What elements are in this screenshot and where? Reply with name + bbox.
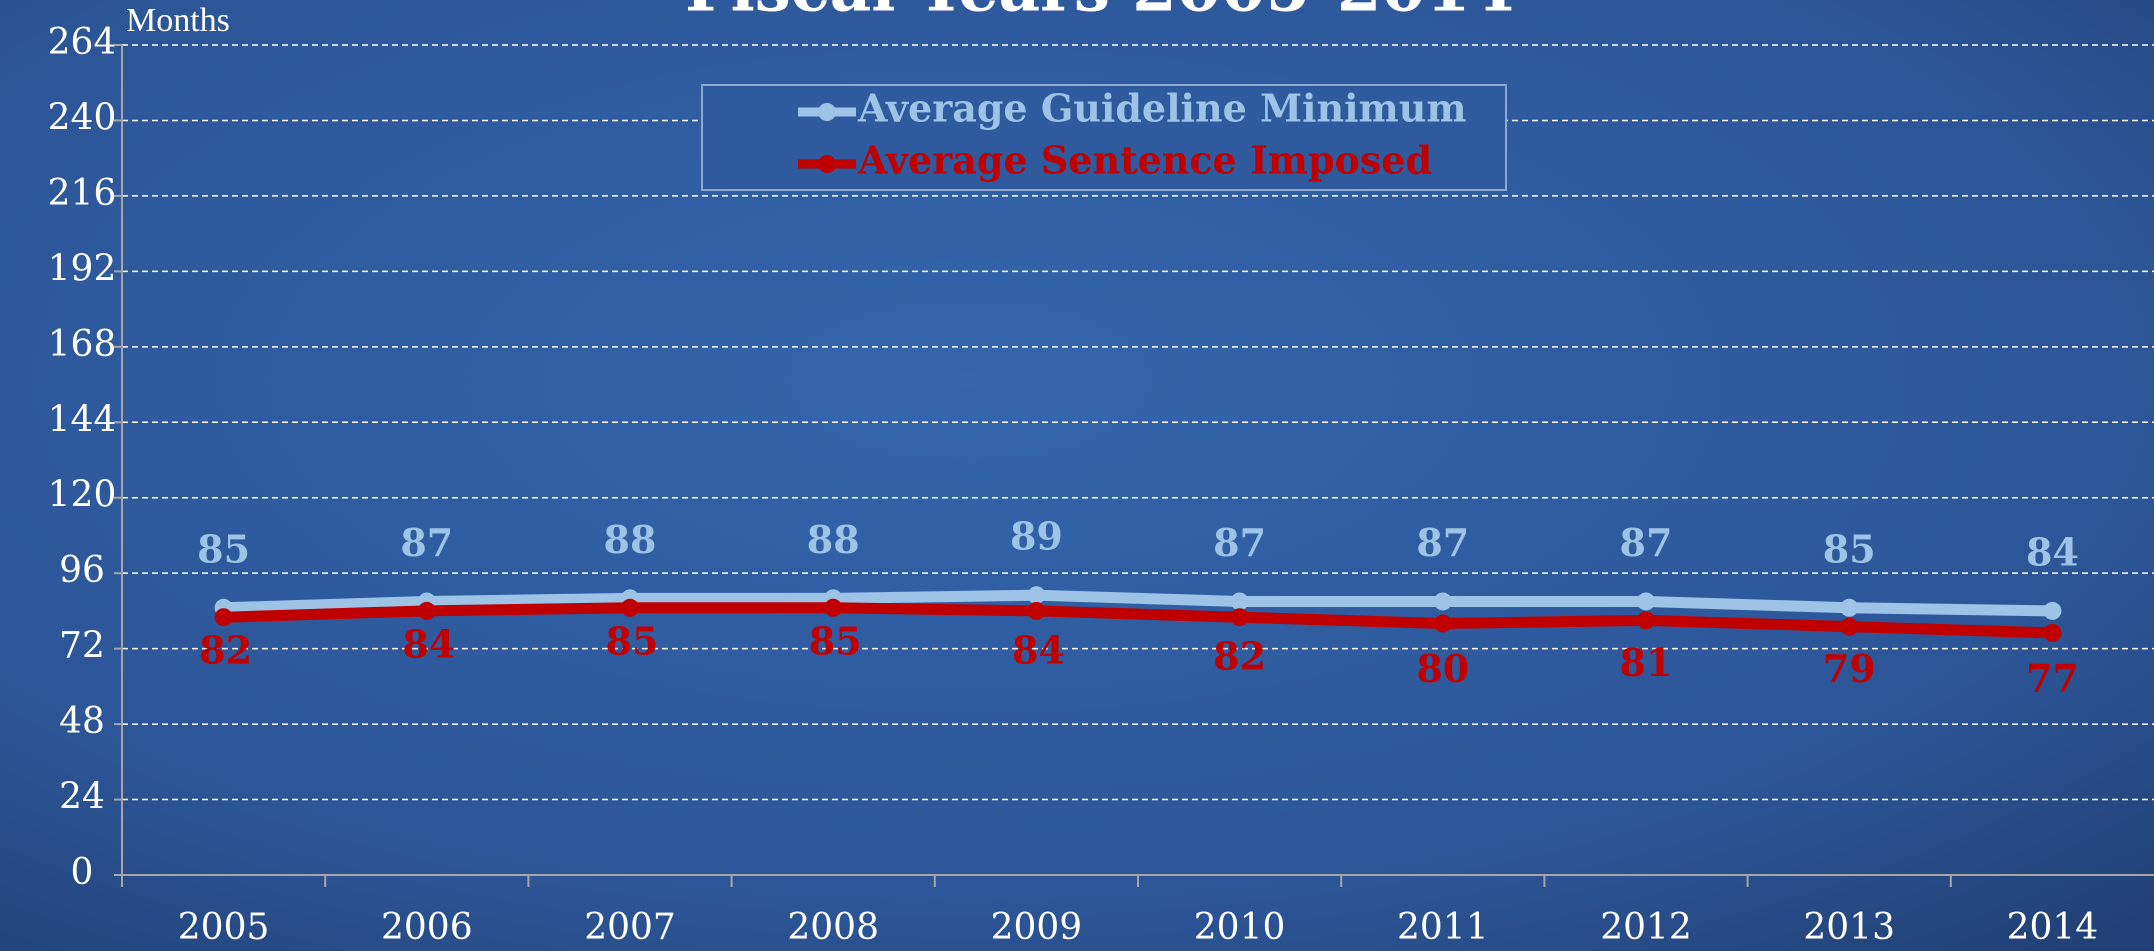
data-point (1637, 611, 1655, 630)
x-tick-label: 2014 (2007, 907, 2099, 948)
x-tick-label: 2010 (1194, 907, 1286, 948)
data-point (417, 601, 436, 620)
data-label: 89 (1010, 514, 1063, 559)
data-point (1433, 592, 1452, 611)
legend-box (701, 84, 1507, 191)
x-tick-label: 2013 (1803, 907, 1895, 948)
x-tick-label: 2007 (584, 907, 676, 948)
data-label: 82 (1213, 634, 1266, 679)
data-label: 88 (807, 517, 860, 562)
data-label: 80 (1416, 646, 1469, 691)
data-point (1840, 598, 1859, 617)
data-label: 88 (604, 517, 657, 562)
series-line (223, 602, 2053, 639)
data-label: 87 (400, 520, 453, 565)
y-tick-label: 24 (59, 777, 105, 818)
data-point (621, 598, 639, 617)
data-label: 87 (1416, 520, 1469, 565)
data-point (1433, 614, 1452, 633)
legend-marker (818, 155, 836, 173)
y-tick-label: 168 (48, 324, 117, 365)
chart-title: Fiscal Years 2005-2014 (685, 0, 1515, 27)
y-tick-label: 72 (59, 626, 105, 667)
y-tick-label: 120 (48, 475, 117, 516)
x-tick-label: 2011 (1397, 907, 1489, 948)
data-point (824, 598, 843, 617)
y-tick-label: 48 (59, 701, 105, 742)
y-axis-label: Months (126, 2, 230, 39)
y-tick-label: 216 (48, 173, 117, 214)
series-line (223, 589, 2053, 617)
data-label: 84 (2026, 529, 2079, 574)
x-tick-label: 2009 (991, 907, 1083, 948)
legend-label: Average Guideline Minimum (857, 86, 1467, 131)
data-label: 85 (197, 526, 250, 571)
y-tick-label: 144 (48, 399, 117, 440)
data-label: 79 (1823, 646, 1876, 691)
data-point (1230, 608, 1249, 627)
data-point (2043, 601, 2062, 620)
data-label: 85 (809, 618, 862, 663)
data-label: 81 (1620, 640, 1673, 685)
y-tick-label: 264 (48, 22, 117, 63)
x-tick-label: 2012 (1600, 907, 1692, 948)
y-tick-label: 0 (71, 852, 94, 893)
y-tick-label: 96 (59, 550, 105, 591)
data-label: 77 (2026, 655, 2079, 700)
data-point (1027, 601, 1046, 620)
data-label: 84 (402, 621, 455, 666)
legend-marker (818, 103, 836, 121)
data-label: 84 (1012, 627, 1065, 672)
data-label: 87 (1213, 520, 1266, 565)
data-point (1637, 592, 1655, 611)
x-tick-label: 2008 (787, 907, 879, 948)
y-tick-label: 192 (48, 248, 117, 289)
data-point (1230, 592, 1249, 611)
data-label: 82 (199, 628, 252, 673)
x-tick-label: 2005 (178, 907, 270, 948)
legend-label: Average Sentence Imposed (857, 138, 1432, 183)
data-point (1840, 617, 1859, 636)
data-point (2043, 623, 2062, 642)
x-tick-label: 2006 (381, 907, 473, 948)
data-label: 87 (1620, 520, 1673, 565)
data-point (214, 608, 233, 627)
data-label: 85 (606, 618, 659, 663)
y-tick-label: 240 (48, 97, 117, 138)
data-label: 85 (1823, 526, 1876, 571)
data-point (1027, 586, 1046, 605)
